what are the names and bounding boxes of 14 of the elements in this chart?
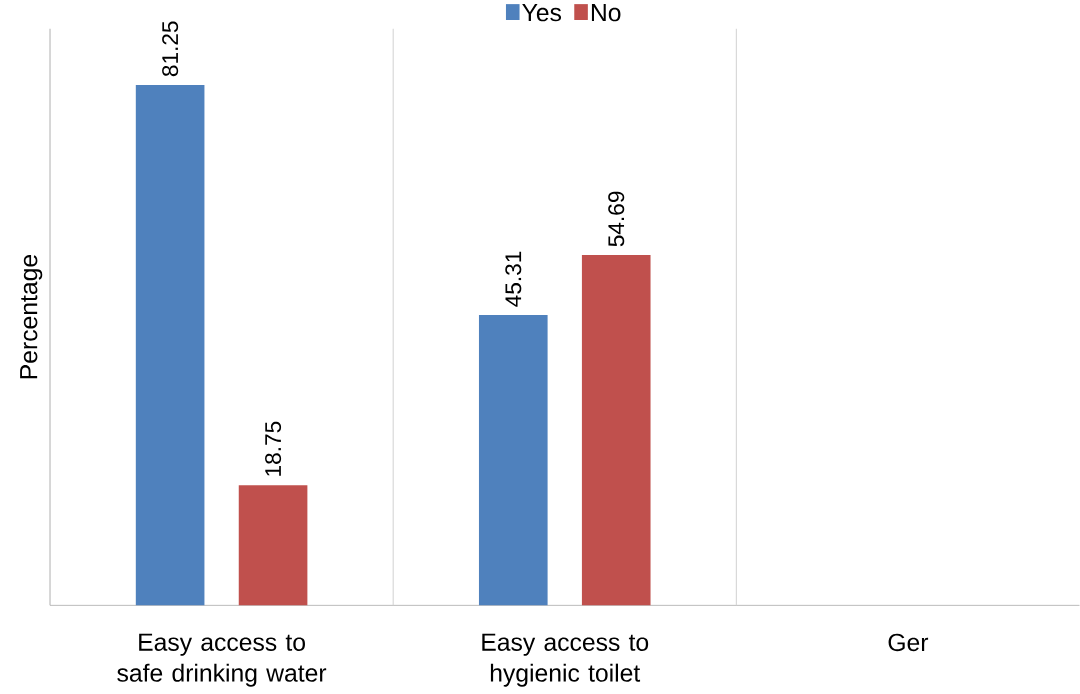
data-label: 45.31: [505, 251, 522, 307]
x-tick-label: Easy access to hygienic toilet: [482, 633, 649, 687]
data-label: 81.25: [162, 21, 179, 77]
bar: [238, 485, 308, 606]
x-tick-label: Ger: [888, 633, 929, 652]
legend-label: No: [591, 4, 621, 22]
bar: [135, 84, 205, 606]
data-label: 54.69: [608, 191, 625, 247]
bar: [581, 254, 651, 606]
legend-label: Yes: [522, 4, 562, 22]
data-label: 18.75: [265, 421, 282, 476]
y-axis-title: Percentage: [20, 254, 43, 379]
bar: [478, 314, 548, 606]
x-tick-label: Easy access to safe drinking water: [117, 633, 327, 687]
